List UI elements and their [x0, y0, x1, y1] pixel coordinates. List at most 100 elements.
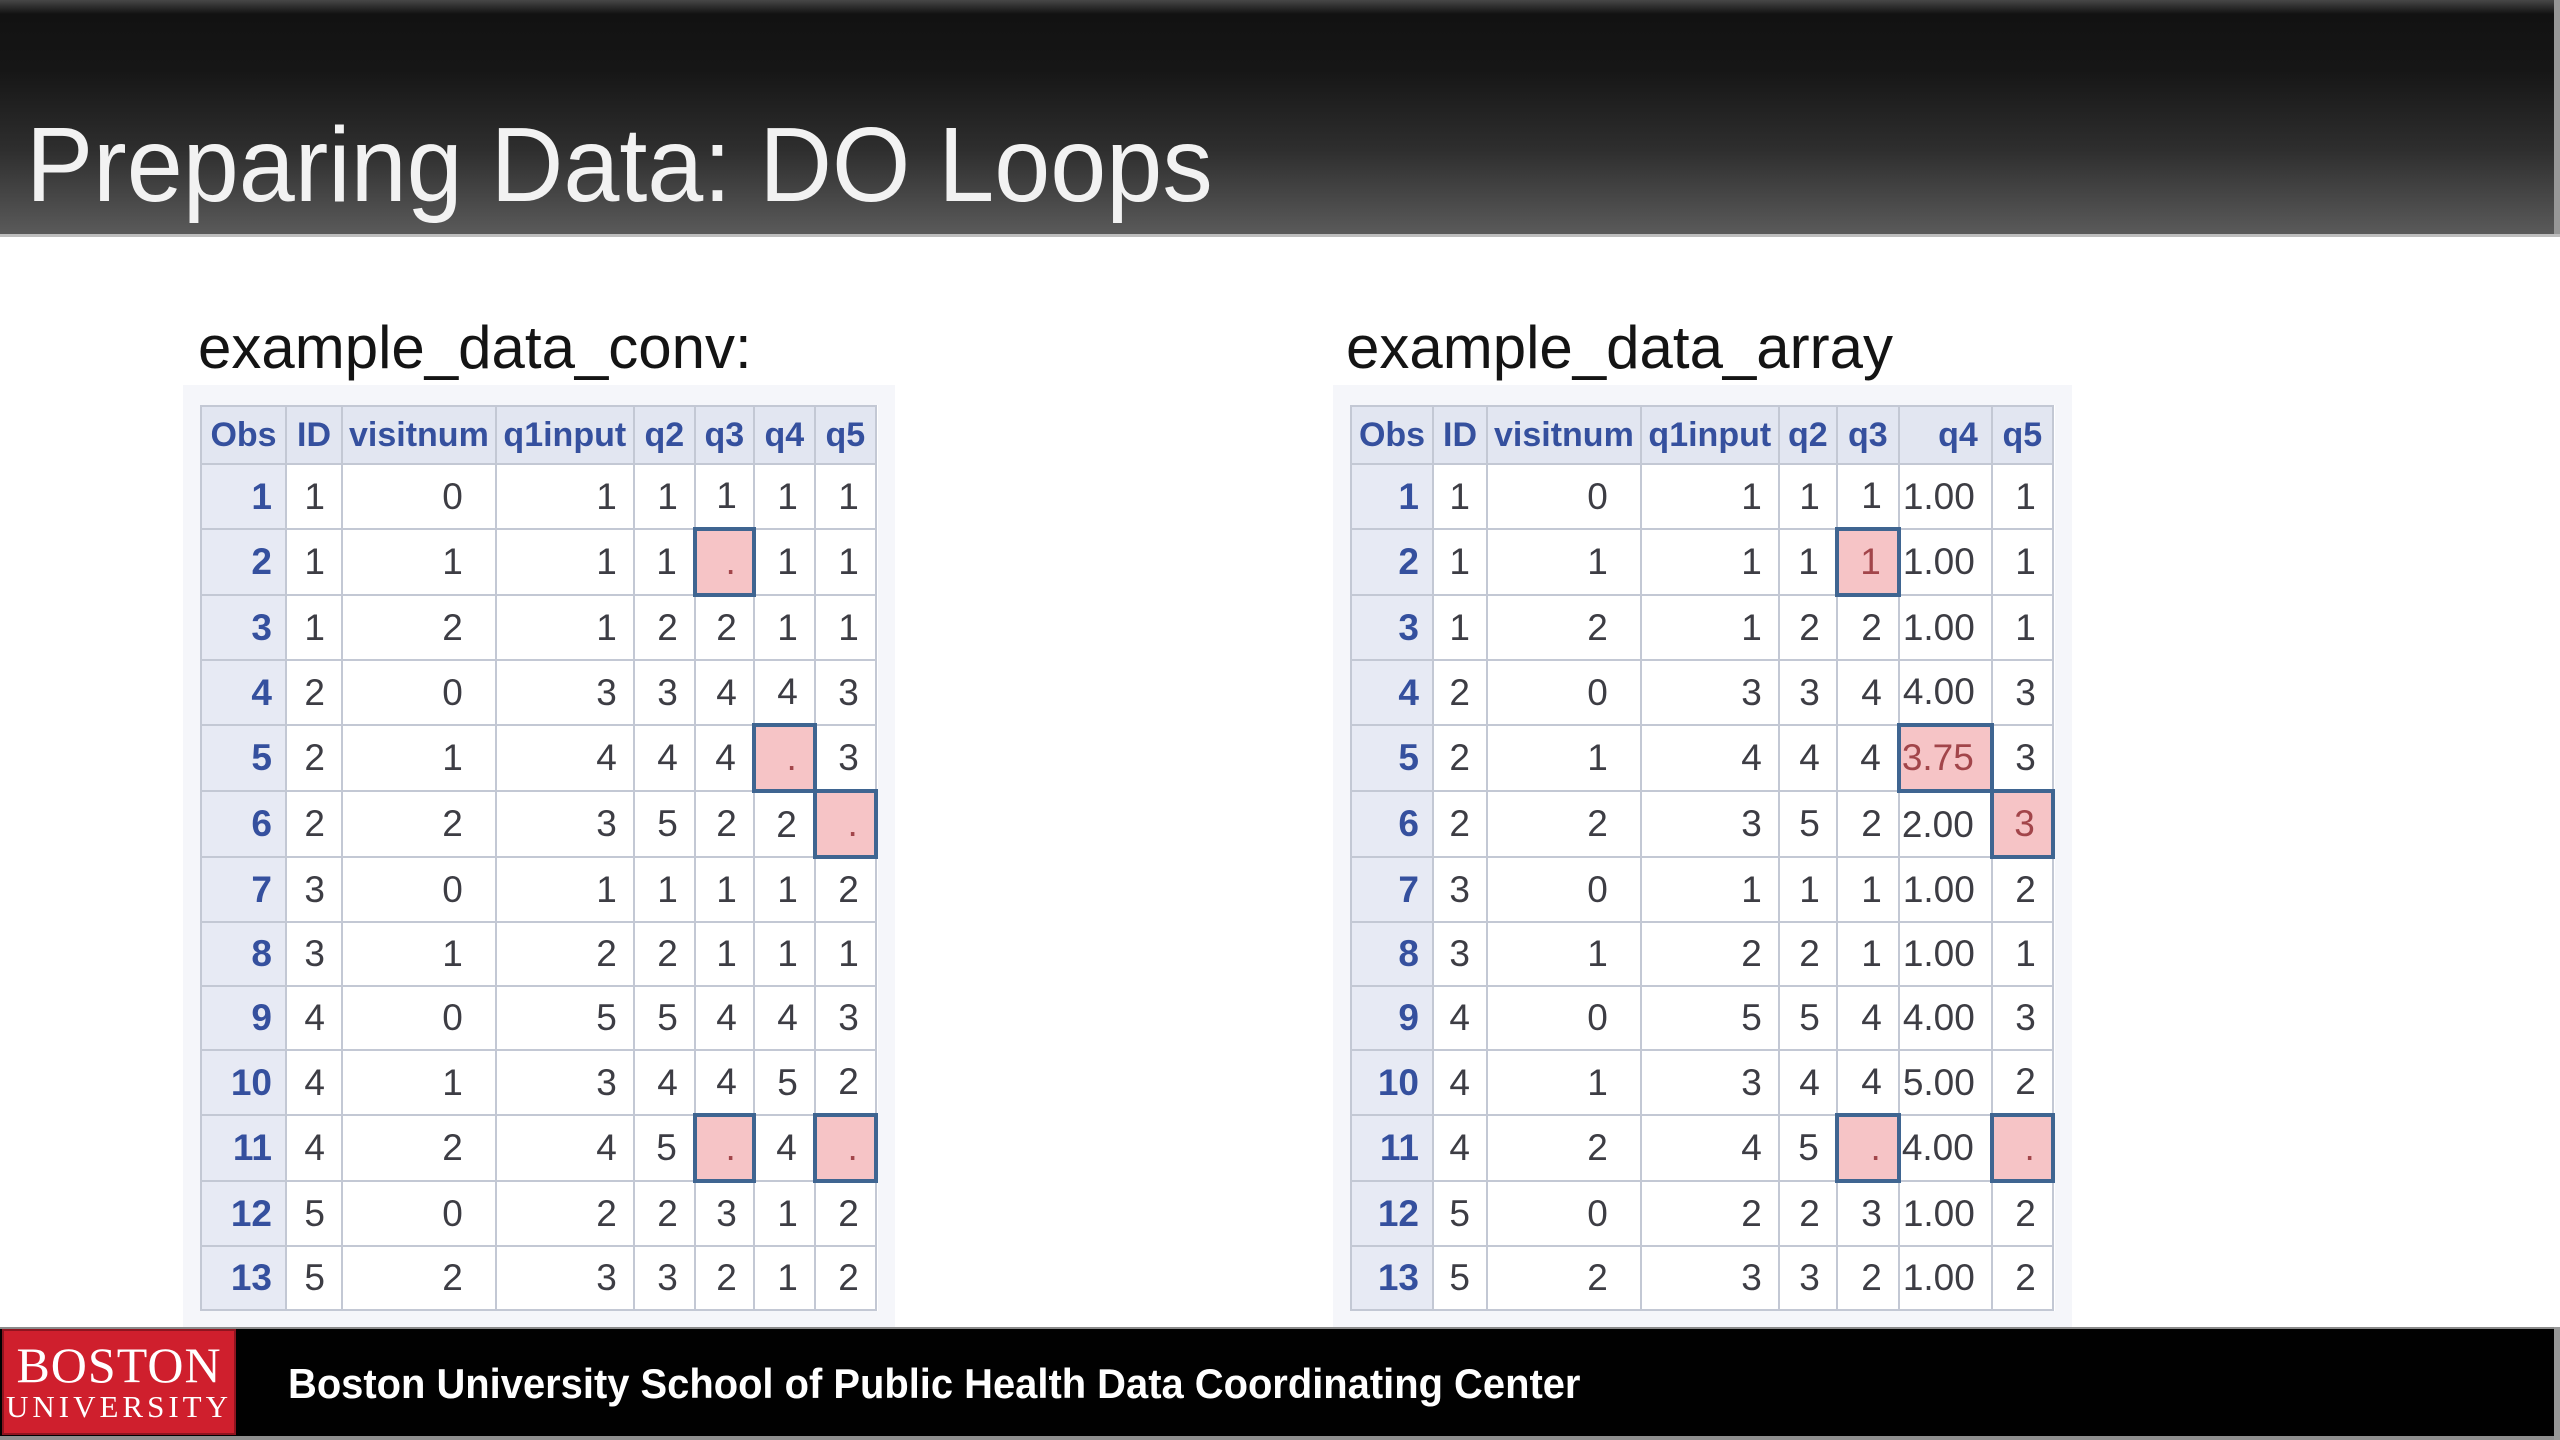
- table-cell: 4: [752, 659, 816, 726]
- table-cell: 2: [752, 790, 816, 858]
- table-cell: 1: [1486, 921, 1642, 987]
- table-cell: 1.00: [1897, 463, 1993, 530]
- table-cell: 1: [1486, 1049, 1642, 1116]
- table-cell: 2: [1432, 724, 1488, 792]
- table-cell: 1: [285, 594, 343, 661]
- table-cell: 1: [341, 528, 497, 596]
- obs-cell: 2: [200, 528, 287, 596]
- table-cell: 3: [1777, 659, 1838, 726]
- table-cell: 1: [752, 463, 816, 530]
- highlighted-cell: .: [1834, 1113, 1901, 1183]
- table-cell: 1: [341, 1049, 497, 1116]
- table-cell: 2: [1486, 1114, 1642, 1182]
- table-cell: 2: [693, 790, 755, 858]
- obs-cell: 11: [200, 1114, 287, 1182]
- table-cell: 5: [632, 1114, 696, 1182]
- table-cell: 2: [813, 856, 877, 923]
- table-cell: 1: [1432, 594, 1488, 661]
- table-cell: 5: [1777, 790, 1838, 858]
- example-data-conv-table: Obs ID visitnum q1input q2 q3 q4 q5 1 1 0 1 1 1 1 1 2 1 1 1…: [200, 405, 878, 1311]
- right-table-title: example_data_array: [1346, 314, 1894, 381]
- table-cell: 4.00: [1897, 1114, 1993, 1182]
- table-row: 13 5 2 3 3 2 1 2: [200, 1245, 877, 1311]
- table-cell: 4: [494, 1114, 635, 1182]
- table-cell: 2: [1990, 1245, 2054, 1311]
- table-cell: 3: [1639, 1245, 1780, 1311]
- table-cell: 1: [1432, 463, 1488, 530]
- table-cell: 3: [494, 1049, 635, 1116]
- table-cell: 2: [693, 594, 755, 661]
- table-cell: 1: [341, 724, 497, 792]
- table-cell: 1: [1835, 463, 1900, 530]
- table-cell: 1: [813, 463, 877, 530]
- table-cell: 2: [285, 790, 343, 858]
- table-cell: 4: [752, 985, 816, 1051]
- table-cell: 3: [494, 790, 635, 858]
- column-header-q4: q4: [752, 405, 816, 465]
- table-cell: 2: [1777, 594, 1838, 661]
- table-cell: 1: [1835, 856, 1900, 923]
- table-cell: 2: [1486, 594, 1642, 661]
- highlighted-cell: .: [812, 789, 878, 859]
- table-cell: 5: [285, 1180, 343, 1247]
- table-cell: 5: [632, 790, 696, 858]
- table-cell: 2: [632, 921, 696, 987]
- obs-cell: 9: [1350, 985, 1434, 1051]
- table-cell: 1: [285, 528, 343, 596]
- table-cell: 2: [1432, 790, 1488, 858]
- table-cell: 2: [285, 724, 343, 792]
- table-cell: 4: [1432, 985, 1488, 1051]
- table-cell: 1: [813, 528, 877, 596]
- highlighted-cell: .: [692, 527, 756, 597]
- column-header-q1input: q1input: [494, 405, 635, 465]
- table-cell: 3: [693, 1180, 755, 1247]
- table-cell: 1: [1777, 463, 1838, 530]
- table-cell: 3: [1639, 1049, 1780, 1116]
- table-cell: 0: [1486, 985, 1642, 1051]
- logo-text-boston: BOSTON: [16, 1337, 222, 1394]
- obs-cell: 12: [200, 1180, 287, 1247]
- table-cell: 3: [494, 659, 635, 726]
- obs-cell: 7: [1350, 856, 1434, 923]
- table-cell: 1: [285, 463, 343, 530]
- table-cell: 0: [341, 856, 497, 923]
- table-cell: 1: [752, 921, 816, 987]
- logo-text-university: UNIVERSITY: [6, 1389, 232, 1425]
- obs-cell: 4: [200, 659, 287, 726]
- table-cell: 0: [341, 659, 497, 726]
- left-table-container: Obs ID visitnum q1input q2 q3 q4 q5 1 1 0 1 1 1 1 1 2 1 1 1…: [183, 385, 895, 1341]
- obs-cell: 7: [200, 856, 287, 923]
- table-cell: 3: [1639, 659, 1780, 726]
- table-cell: 2: [1777, 1180, 1838, 1247]
- table-cell: 2: [632, 594, 696, 661]
- column-header-id: ID: [285, 405, 343, 465]
- table-cell: 3: [1990, 985, 2054, 1051]
- table-cell: 5: [1432, 1245, 1488, 1311]
- table-cell: 2: [813, 1049, 877, 1116]
- obs-cell: 11: [1350, 1114, 1434, 1182]
- table-cell: 5.00: [1897, 1049, 1993, 1116]
- boston-university-logo: BOSTON UNIVERSITY: [2, 1329, 236, 1435]
- table-cell: 1: [693, 463, 755, 530]
- table-cell: 1: [632, 528, 696, 596]
- obs-cell: 5: [200, 724, 287, 792]
- table-cell: 3: [1432, 856, 1488, 923]
- table-cell: 5: [285, 1245, 343, 1311]
- table-cell: 3: [813, 985, 877, 1051]
- column-header-q3: q3: [1835, 405, 1900, 465]
- column-header-q2: q2: [1777, 405, 1838, 465]
- table-cell: 1: [752, 594, 816, 661]
- obs-cell: 8: [1350, 921, 1434, 987]
- obs-cell: 6: [1350, 790, 1434, 858]
- table-cell: 2: [494, 1180, 635, 1247]
- table-cell: 5: [1432, 1180, 1488, 1247]
- table-cell: 0: [1486, 856, 1642, 923]
- table-cell: 2: [1486, 790, 1642, 858]
- table-row: 9 4 0 5 5 4 4.00 3: [1350, 985, 2054, 1051]
- table-cell: 2: [341, 594, 497, 661]
- table-cell: 2: [693, 1245, 755, 1311]
- table-cell: 0: [1486, 1180, 1642, 1247]
